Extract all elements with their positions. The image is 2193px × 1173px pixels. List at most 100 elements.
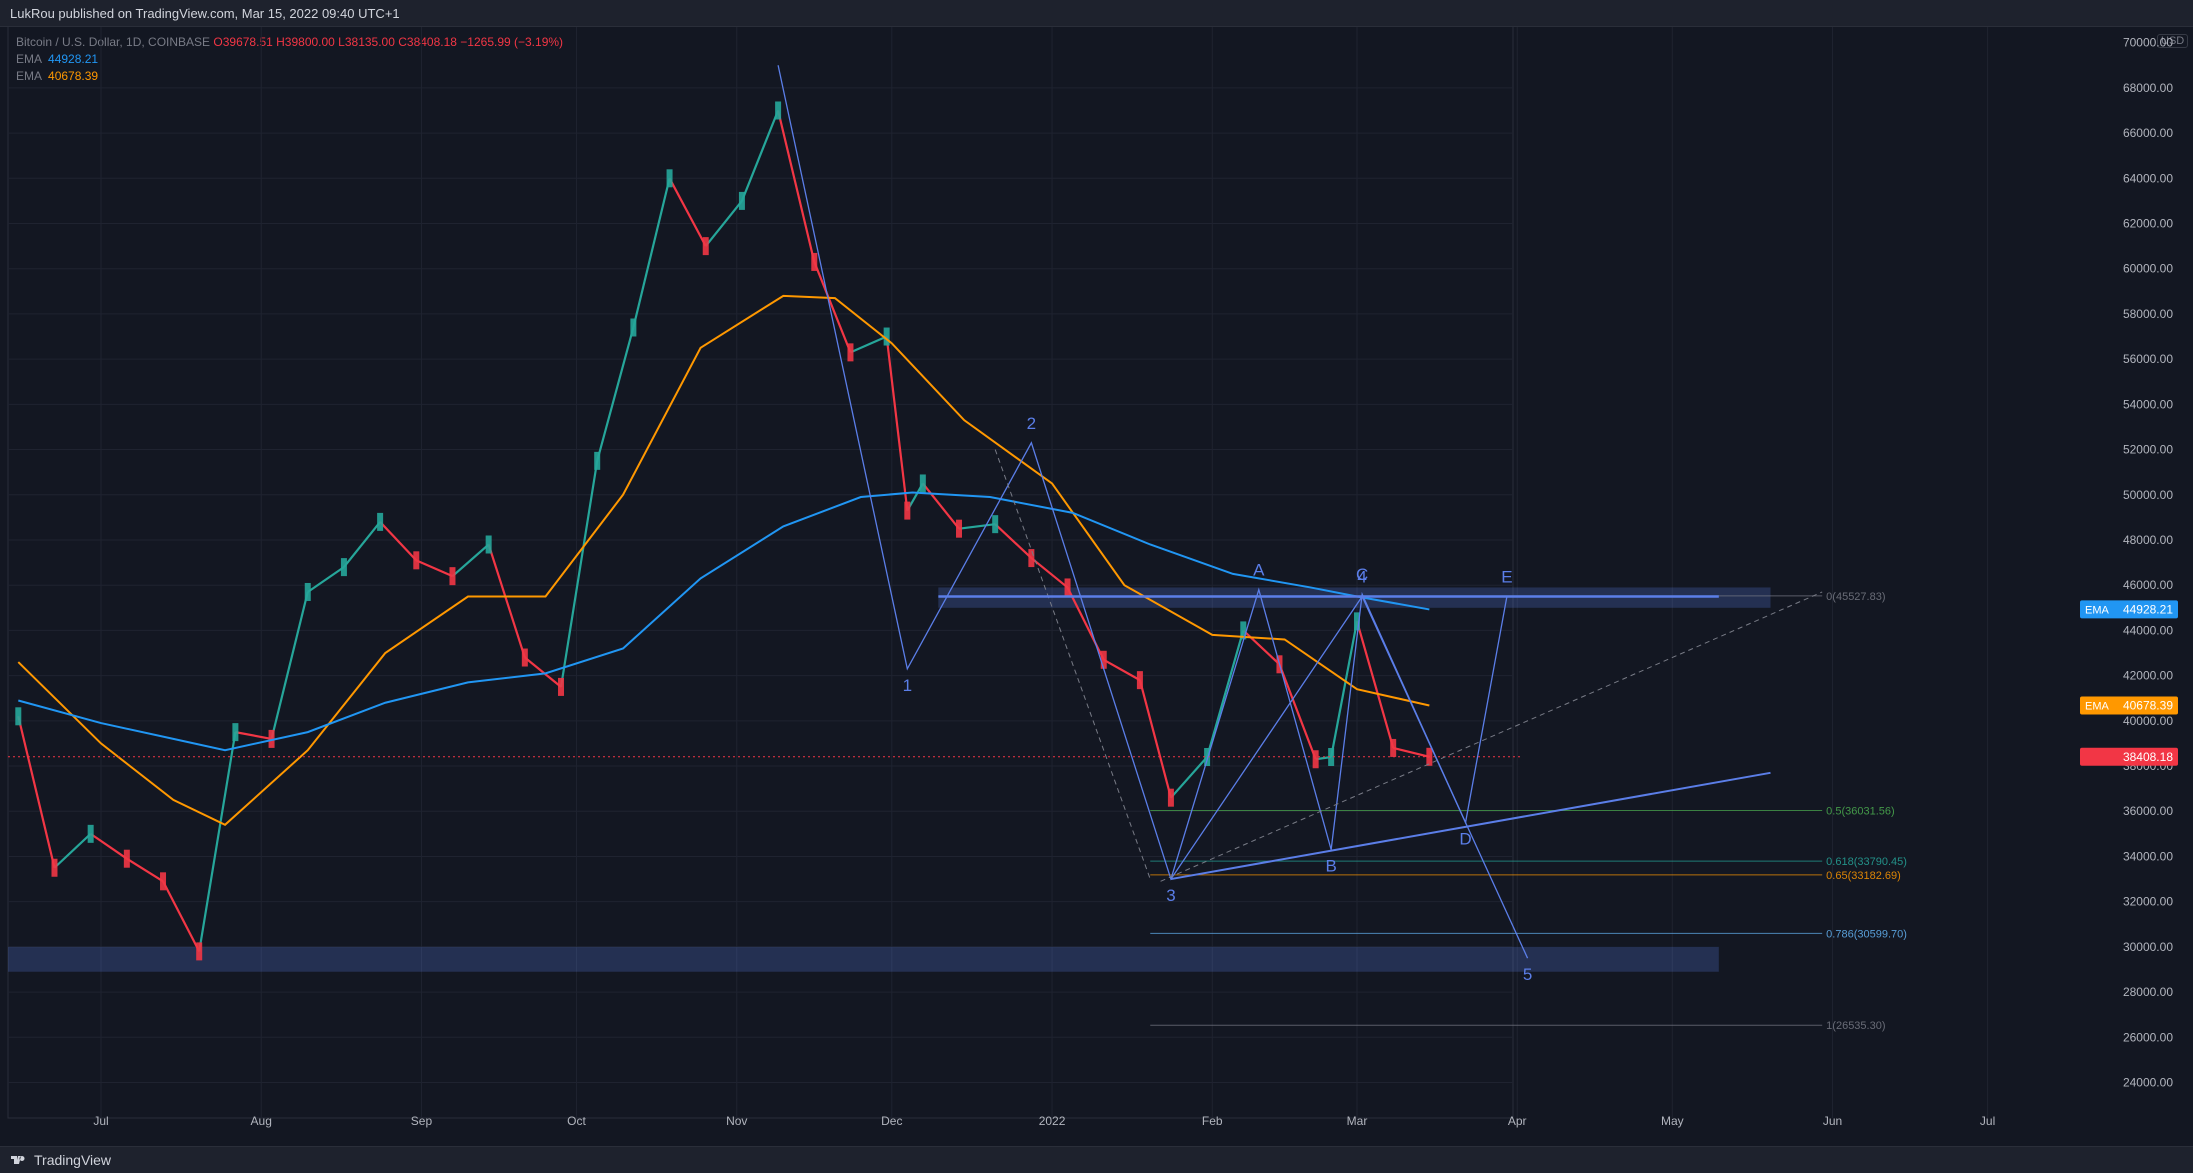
x-tick-label: May (1661, 1114, 1684, 1128)
y-tick-label: 46000.00 (2123, 578, 2173, 592)
ema-slow-label[interactable]: EMA (16, 52, 43, 66)
price-segment (632, 178, 671, 328)
price-segment (668, 177, 707, 247)
price-candle (1240, 621, 1247, 640)
ema-fast-badge-label: EMA (2085, 700, 2110, 712)
plot-frame (7, 27, 1514, 1119)
wave-label-4: 4 (1357, 567, 1366, 586)
price-segment (958, 523, 996, 530)
fib-level-label: 0.5(36031.56) (1826, 806, 1895, 818)
y-tick-label: 64000.00 (2123, 171, 2173, 185)
price-candle (630, 318, 637, 337)
y-tick-label: 50000.00 (2123, 488, 2173, 502)
dashed-fib-diagonal (994, 449, 1151, 880)
wave-label-3: 3 (1166, 886, 1175, 905)
x-tick-label: Aug (251, 1114, 272, 1128)
y-tick-label: 70000.00 (2123, 36, 2173, 50)
price-segment (162, 880, 201, 952)
fib-level-label: 0.786(30599.70) (1826, 928, 1907, 940)
price-candle (956, 519, 963, 538)
y-tick-label: 68000.00 (2123, 81, 2173, 95)
y-tick-label: 44000.00 (2123, 623, 2173, 637)
x-tick-label: Jul (1980, 1114, 1995, 1128)
y-tick-label: 34000.00 (2123, 849, 2173, 863)
x-tick-label: Feb (1202, 1114, 1223, 1128)
ema-slow-badge-label: EMA (2085, 604, 2110, 616)
x-tick-label: Mar (1347, 1114, 1368, 1128)
brand-label: TradingView (34, 1152, 112, 1168)
ohlc-values: O39678.51 H39800.00 L38135.00 C38408.18 … (213, 35, 564, 49)
price-candle (377, 512, 384, 531)
price-candle (558, 677, 565, 696)
price-segment (126, 857, 164, 883)
y-tick-label: 60000.00 (2123, 262, 2173, 276)
price-candle (1136, 671, 1143, 690)
price-candle (992, 515, 999, 534)
price-segment (596, 327, 635, 462)
price-segment (1355, 621, 1395, 749)
price-segment (343, 521, 381, 568)
bottom-bar: TradingView (0, 1146, 2193, 1173)
price-segment (1392, 746, 1430, 758)
x-tick-label: Sep (411, 1114, 433, 1128)
price-candle (738, 191, 745, 210)
price-segment (1066, 586, 1105, 661)
y-tick-label: 30000.00 (2123, 940, 2173, 954)
price-segment (307, 566, 345, 593)
price-segment (198, 731, 237, 952)
x-tick-label: Jun (1823, 1114, 1842, 1128)
price-segment (813, 261, 852, 353)
price-candle (521, 648, 528, 667)
price-chart[interactable]: 24000.00 26000.00 28000.00 30000.00 32000.00… (0, 27, 2193, 1146)
price-candle (268, 729, 275, 748)
price-candle (1390, 738, 1397, 757)
wave-line (777, 65, 1529, 959)
price-candle (1167, 788, 1174, 807)
wave-label-1: 1 (903, 676, 912, 695)
price-segment (17, 716, 56, 869)
price-segment (1103, 658, 1141, 682)
y-tick-label: 48000.00 (2123, 533, 2173, 547)
price-segment (1278, 663, 1317, 760)
y-tick-label: 66000.00 (2123, 126, 2173, 140)
dashed-trendline (1160, 591, 1823, 882)
y-tick-label: 52000.00 (2123, 443, 2173, 457)
price-segment (235, 731, 272, 740)
ema-slow-value: 44928.21 (48, 52, 99, 66)
price-candle (304, 582, 311, 601)
price-segment (379, 521, 418, 562)
price-segment (53, 833, 92, 869)
price-candle (919, 474, 926, 493)
price-segment (1330, 621, 1359, 758)
top-bar: LukRou published on TradingView.com, Mar… (0, 0, 2193, 27)
symbol-label[interactable]: Bitcoin / U.S. Dollar, 1D, COINBASE (16, 35, 211, 49)
price-segment (415, 559, 453, 578)
y-tick-label: 62000.00 (2123, 217, 2173, 231)
fib-level-label: 0.618(33790.45) (1826, 856, 1907, 868)
wave-label-a: A (1253, 561, 1265, 580)
fib-level-label: 1(26535.30) (1826, 1020, 1885, 1032)
price-segment (1030, 557, 1069, 589)
ema-slow-badge-bg (2080, 600, 2178, 619)
ema-fast-badge-bg (2080, 696, 2178, 715)
x-tick-label: Apr (1508, 1114, 1527, 1128)
price-segment (777, 110, 816, 263)
price-segment (487, 544, 526, 658)
price-candle (883, 327, 890, 346)
wave-label-5: 5 (1523, 965, 1532, 984)
x-tick-label: 2022 (1039, 1114, 1066, 1128)
price-candle (449, 567, 456, 586)
ema-fast-label[interactable]: EMA (16, 69, 43, 83)
price-segment (921, 482, 960, 530)
x-tick-label: Jul (93, 1114, 108, 1128)
x-tick-label: Nov (726, 1114, 747, 1128)
price-candle (1028, 549, 1035, 568)
ema-fast-value: 40678.39 (48, 69, 99, 83)
price-segment (1242, 629, 1281, 666)
y-tick-label: 24000.00 (2123, 1076, 2173, 1090)
last-price-badge-bg (2080, 747, 2178, 766)
currency-badge[interactable]: USD (2157, 34, 2189, 48)
last-price-badge-value: 38408.18 (2123, 750, 2173, 764)
price-candle (413, 551, 420, 570)
tradingview-logo[interactable]: TradingView (10, 1152, 111, 1168)
